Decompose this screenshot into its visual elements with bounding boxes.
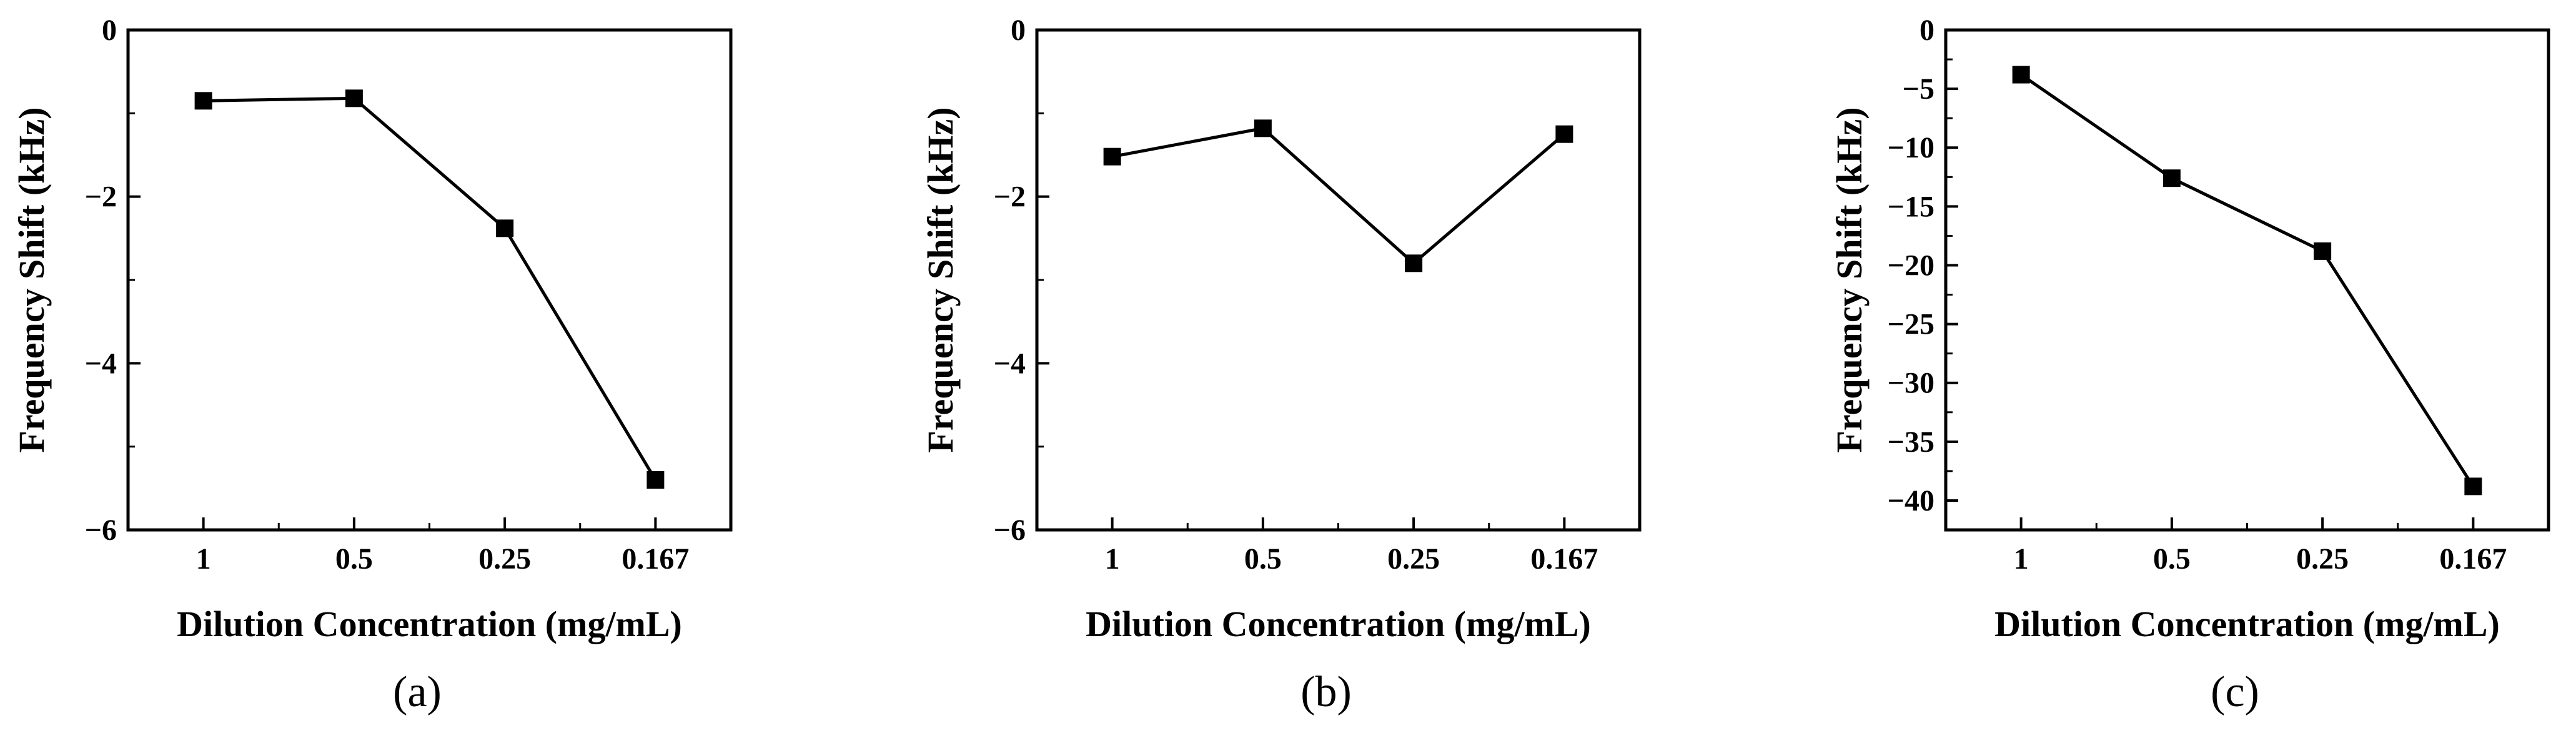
x-tick-label: 1 — [2014, 542, 2029, 576]
y-tick-label: −20 — [1888, 249, 1934, 282]
series-line — [203, 96, 657, 481]
panel-label-b: (b) — [1300, 668, 1352, 716]
y-tick-label: −40 — [1888, 484, 1934, 517]
panel-label-c: (c) — [2211, 668, 2259, 716]
series-line — [1112, 126, 1566, 266]
y-tick-label: −35 — [1888, 426, 1934, 459]
x-tick-label: 0.5 — [335, 542, 373, 576]
x-tick-label: 0.5 — [2153, 542, 2191, 576]
x-tick-label: 0.167 — [2439, 542, 2507, 576]
y-tick-label: −4 — [85, 347, 117, 380]
data-point-marker — [1103, 147, 1121, 166]
y-axis-label: Frequency Shift (kHz) — [11, 107, 52, 452]
x-tick-label: 0.167 — [622, 542, 689, 576]
plot-frame — [1944, 28, 2550, 532]
x-axis-label: Dilution Concentration (mg/mL) — [1994, 604, 2500, 644]
panel-label-a: (a) — [393, 668, 442, 716]
x-tick-label: 1 — [1105, 542, 1120, 576]
x-tick-label: 0.5 — [1244, 542, 1282, 576]
data-point-marker — [646, 471, 665, 489]
x-tick-label: 0.25 — [478, 542, 531, 576]
x-tick-label: 0.25 — [1387, 542, 1440, 576]
data-point-marker — [2012, 66, 2030, 84]
y-tick-label: −2 — [85, 181, 117, 214]
data-point-marker — [1254, 119, 1272, 137]
y-tick-label: −4 — [994, 347, 1026, 380]
y-tick-label: −6 — [994, 514, 1026, 547]
x-axis-label: Dilution Concentration (mg/mL) — [177, 604, 682, 644]
y-tick-label: 0 — [1920, 14, 1934, 47]
y-tick-label: −25 — [1888, 308, 1934, 341]
data-point-marker — [345, 89, 363, 107]
x-tick-label: 0.167 — [1530, 542, 1598, 576]
chart-panel-c: 0 −5 −10 −15 −20 −25 −30 −35 −40 1 0.5 0.25 0.167 Dil… — [1829, 14, 2550, 644]
x-tick-label: 1 — [196, 542, 211, 576]
y-tick-label: −6 — [85, 514, 117, 547]
y-tick-label: 0 — [1011, 14, 1026, 47]
y-tick-label: −30 — [1888, 367, 1934, 400]
y-tick-label: −10 — [1888, 131, 1934, 164]
y-tick-label: 0 — [102, 14, 117, 47]
series-line — [2020, 73, 2475, 487]
data-point-marker — [1555, 125, 1573, 143]
chart-panel-a: 0 −2 −4 −6 1 0.5 0.25 0.167 Dilution Concentrati… — [11, 14, 733, 644]
y-tick-label: −5 — [1903, 72, 1934, 106]
data-point-marker — [1405, 254, 1423, 272]
x-tick-label: 0.25 — [2296, 542, 2349, 576]
chart-panel-b: 0 −2 −4 −6 1 0.5 0.25 0.167 Dilution Concentrati… — [920, 14, 1642, 644]
data-point-marker — [496, 219, 514, 237]
data-point-marker — [2464, 477, 2482, 496]
data-point-marker — [2314, 242, 2332, 260]
data-point-marker — [2162, 169, 2181, 187]
y-axis-label: Frequency Shift (kHz) — [1829, 107, 1870, 452]
data-point-marker — [194, 92, 212, 110]
plot-frame — [1035, 28, 1642, 532]
x-axis-label: Dilution Concentration (mg/mL) — [1086, 604, 1591, 644]
y-tick-label: −15 — [1888, 190, 1934, 223]
y-tick-label: −2 — [994, 181, 1026, 214]
y-axis-label: Frequency Shift (kHz) — [920, 107, 961, 452]
